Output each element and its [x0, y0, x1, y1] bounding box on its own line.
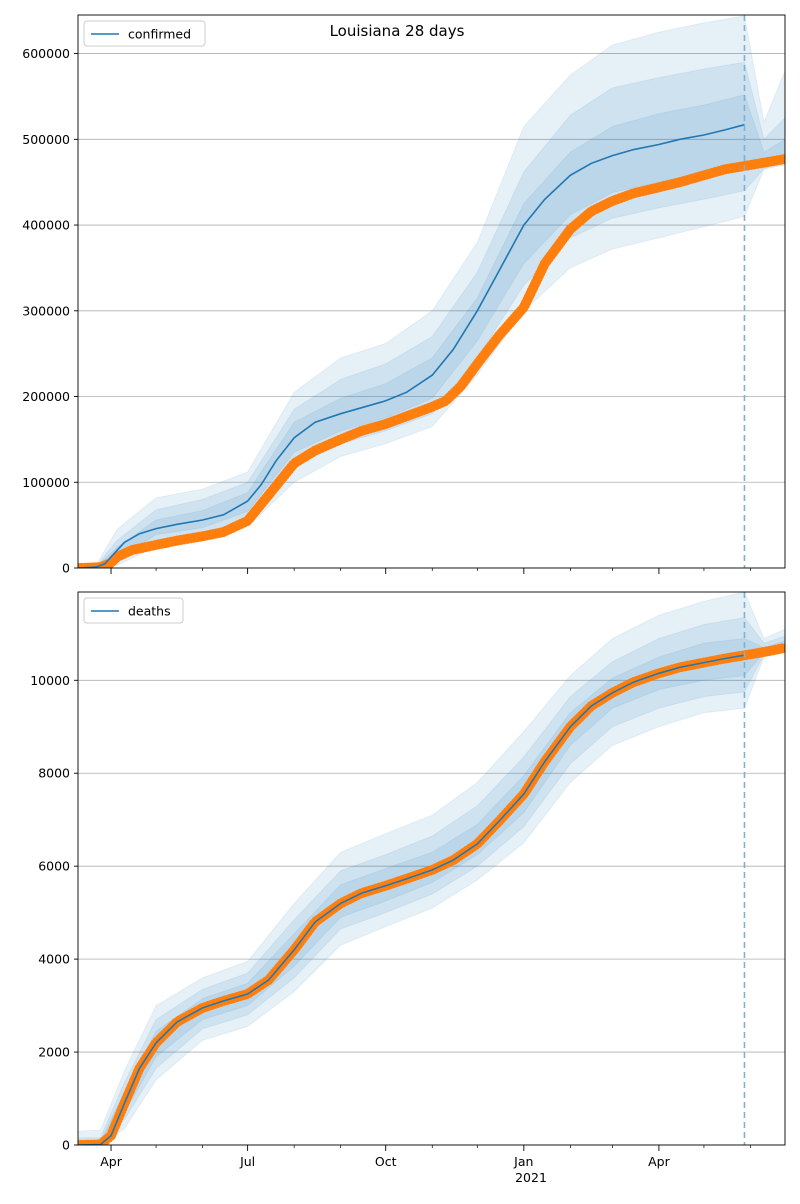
y-tick-label: 300000	[22, 303, 70, 318]
x-tick-label: Jan	[513, 1154, 533, 1169]
figure-title: Louisiana 28 days	[330, 22, 465, 40]
y-tick-label: 8000	[38, 766, 70, 781]
legend: confirmed	[83, 20, 206, 47]
deaths-panel: 0 2000 4000 6000 8000 10000 Apr Jul Oct Jan Apr dea…	[30, 591, 786, 1169]
legend-box	[83, 20, 206, 47]
y-tick-label: 4000	[38, 952, 70, 967]
axes-frame	[77, 591, 786, 1146]
y-tick-label: 600000	[22, 46, 70, 61]
plot-area	[78, 592, 785, 1145]
model-line-series	[78, 654, 745, 1145]
uncertainty-band-1	[95, 15, 785, 568]
x-tick-label: Apr	[100, 1154, 122, 1169]
x-tick-label: Apr	[648, 1154, 670, 1169]
axes-frame	[77, 14, 786, 569]
confirmed-panel: 0 100000 200000 300000 400000 500000 600000 con…	[22, 14, 786, 576]
legend-label: confirmed	[128, 27, 191, 42]
uncertainty-band-3	[95, 94, 785, 568]
x-tick-label: Jul	[239, 1154, 255, 1169]
model-line-series	[78, 123, 745, 568]
legend: deaths	[83, 597, 184, 624]
x-tick-label: Oct	[375, 1154, 397, 1169]
y-tick-label: 0	[62, 561, 70, 576]
x-axis-year-label: 2021	[515, 1170, 547, 1185]
uncertainty-band-2	[78, 617, 785, 1145]
plot-area	[78, 15, 785, 568]
y-tick-label: 200000	[22, 389, 70, 404]
y-tick-label: 6000	[38, 859, 70, 874]
y-tick-label: 0	[62, 1138, 70, 1153]
y-tick-label: 10000	[30, 673, 70, 688]
legend-label: deaths	[128, 604, 171, 619]
y-tick-label: 500000	[22, 132, 70, 147]
uncertainty-band-3	[78, 637, 785, 1145]
y-tick-label: 100000	[22, 475, 70, 490]
y-tick-label: 400000	[22, 218, 70, 233]
observed-series-core	[78, 155, 785, 568]
y-tick-label: 2000	[38, 1045, 70, 1060]
legend-box	[83, 597, 184, 624]
